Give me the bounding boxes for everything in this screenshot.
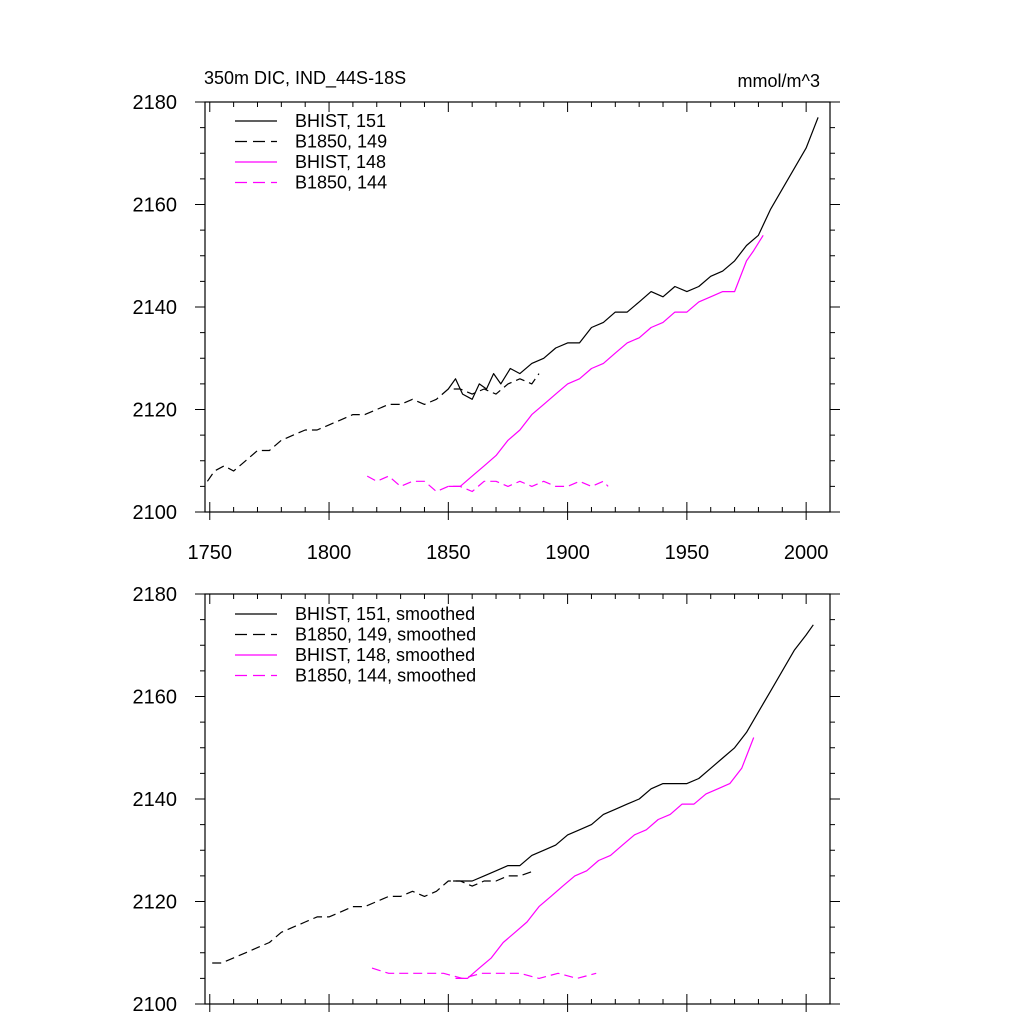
x-tick-label: 1950 — [665, 542, 710, 564]
x-tick-label: 1750 — [188, 542, 233, 564]
y-tick-label: 2160 — [133, 195, 178, 217]
series-line — [447, 117, 819, 400]
x-tick-label: 1800 — [307, 542, 352, 564]
y-tick-label: 2120 — [133, 400, 178, 422]
series-line — [448, 234, 764, 487]
legend-label: BHIST, 151 — [295, 111, 386, 131]
series-line — [371, 967, 597, 980]
y-tick-label: 2120 — [133, 892, 178, 914]
legend-label: B1850, 144, smoothed — [295, 666, 476, 686]
y-tick-label: 2160 — [133, 687, 178, 709]
series-line — [366, 475, 609, 493]
y-tick-label: 2140 — [133, 789, 178, 811]
series-line — [206, 373, 540, 482]
units-label: mmol/m^3 — [738, 71, 820, 91]
legend-label: BHIST, 151, smoothed — [295, 604, 475, 624]
series-line — [453, 624, 814, 882]
legend-label: BHIST, 148 — [295, 152, 386, 172]
legend-label: BHIST, 148, smoothed — [295, 645, 475, 665]
y-tick-label: 2180 — [133, 584, 178, 606]
legend-label: B1850, 149 — [295, 132, 387, 152]
legend-label: B1850, 149, smoothed — [295, 625, 476, 645]
y-tick-label: 2140 — [133, 297, 178, 319]
series-line — [212, 870, 535, 964]
y-tick-label: 2100 — [133, 502, 178, 524]
x-tick-label: 2000 — [784, 542, 829, 564]
figure-title: 350m DIC, IND_44S-18S — [204, 68, 406, 89]
y-tick-label: 2100 — [133, 994, 178, 1016]
y-tick-label: 2180 — [133, 92, 178, 114]
x-tick-label: 1900 — [545, 542, 590, 564]
x-tick-label: 1850 — [426, 542, 471, 564]
legend-label: B1850, 144 — [295, 173, 387, 193]
series-line — [455, 737, 755, 980]
panel-raw: 1750 1800 1850 1900 1950 2000 2100 2120 2140 2160… — [133, 92, 840, 564]
panel-smoothed: 2100 2120 2140 2160 2180 BHIST, 151, smoothed… — [133, 584, 840, 1016]
